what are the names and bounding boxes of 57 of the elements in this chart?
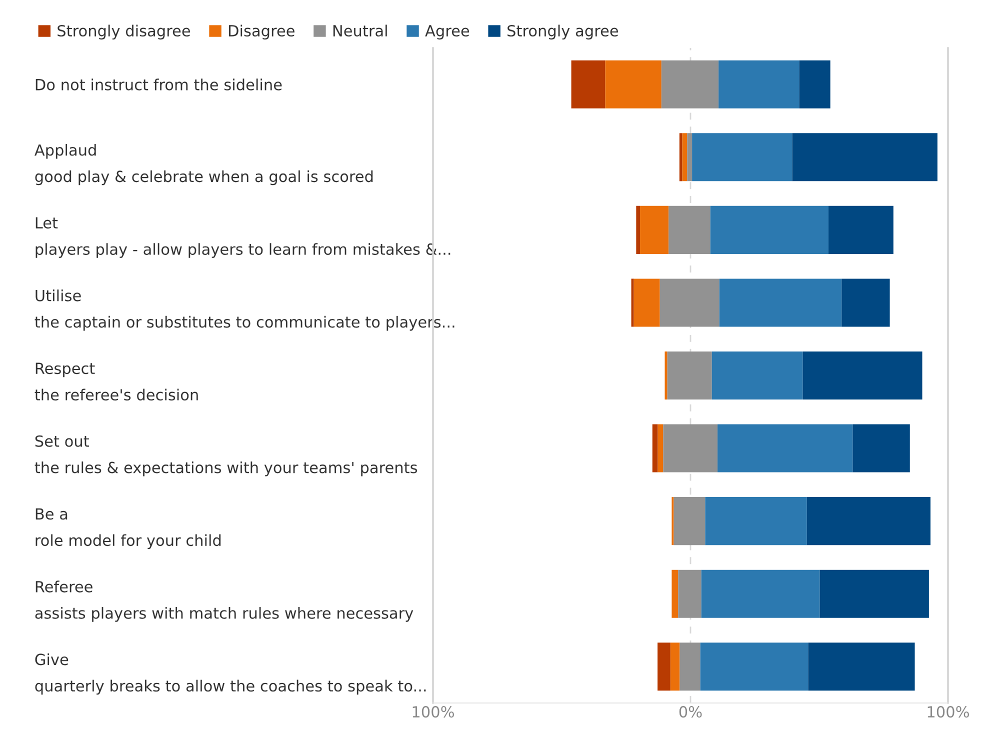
bar [718,424,853,472]
bar [652,424,658,472]
bar [634,278,660,327]
legend-label: Agree [425,25,470,40]
bar [828,206,894,254]
y-tick-label: Applaud good play & celebrate when a goal is scored [34,144,373,186]
bar [667,351,712,400]
y-tick-label: Set out the rules & expectations with your teams' parents [34,435,418,476]
bar [808,642,915,691]
x-tick-label: 0% [679,706,702,718]
bar [605,60,662,108]
y-tick-label: Utilise the captain or substitutes to communicate to players... [34,290,454,331]
bar [672,570,678,618]
x-tick-label: 100% [412,706,454,718]
bar [674,497,706,546]
bar [668,206,710,254]
y-tick-label: Respect the referee's decision [34,362,198,401]
bar [663,424,718,472]
bar [680,642,700,691]
bar [631,278,634,327]
bar [682,133,688,182]
bar [687,133,692,182]
bar [719,278,842,327]
legend-label: Strongly disagree [58,24,190,40]
bar [640,206,669,254]
legend-label: Neutral [333,24,387,37]
bar [701,570,820,618]
bar [820,570,929,618]
bar [670,642,680,691]
bar [658,642,670,691]
bar [660,278,720,327]
bar [712,351,803,400]
bar [792,133,938,182]
bar [636,206,640,254]
bar [705,497,807,546]
x-tick-label: 100% [928,706,969,718]
bar [852,424,910,472]
y-tick-label: Give quarterly breaks to allow the coaches to speak to... [35,653,426,695]
bar [718,60,800,108]
bar [679,133,682,182]
bar [710,206,829,254]
bar [842,278,890,327]
legend-label: Strongly agree [508,24,618,40]
bar [700,642,808,691]
y-tick-label: Do not instruct from the sideline [36,78,282,90]
bar [802,351,922,400]
bar [661,60,719,108]
bar [806,497,930,546]
legend-label: Disagree [229,24,294,40]
bar [799,60,830,108]
bar [692,133,792,182]
bar [571,60,606,108]
bar [664,351,668,400]
bar [678,570,702,618]
bar [658,424,664,472]
y-tick-label: Be a role model for your child [36,508,221,550]
y-tick-label: Referee assists players with match rules where necessary [35,580,414,622]
